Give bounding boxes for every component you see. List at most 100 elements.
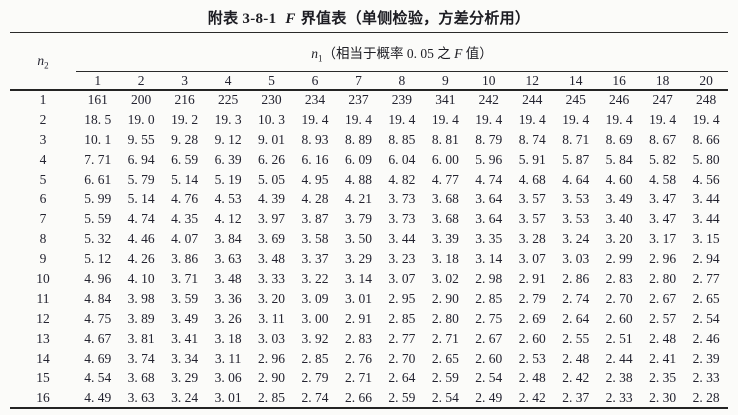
f-value-cell: 245 bbox=[565, 92, 586, 108]
f-value-cell: 246 bbox=[609, 92, 630, 108]
f-value-cell: 2. 85 bbox=[388, 310, 416, 326]
f-value-cell: 2. 67 bbox=[475, 330, 503, 346]
f-value-cell: 6. 59 bbox=[171, 151, 199, 167]
f-value-cell: 3. 48 bbox=[214, 270, 242, 286]
table-row: 2 18. 5 19. 0 19. 2 19. 3 10. 3 19. 4 19. 4 19. … bbox=[10, 110, 728, 130]
f-value-cell: 242 bbox=[478, 92, 499, 108]
title-text: 界值表（单侧检验，方差分析用） bbox=[300, 11, 531, 27]
f-value-cell: 3. 07 bbox=[518, 251, 546, 267]
f-value-cell: 2. 96 bbox=[649, 251, 677, 267]
f-value-cell: 2. 96 bbox=[258, 350, 286, 366]
table-row: 4 7. 71 6. 94 6. 59 6. 39 6. 26 6. 16 6. 09 6. 0… bbox=[10, 150, 728, 170]
column-group-note-post: 值） bbox=[462, 46, 493, 61]
f-value-cell: 5. 12 bbox=[84, 251, 112, 267]
f-value-cell: 2. 85 bbox=[301, 350, 329, 366]
f-value-cell: 2. 75 bbox=[475, 310, 503, 326]
n1-symbol: n bbox=[311, 46, 318, 61]
f-value-cell: 3. 36 bbox=[214, 290, 242, 306]
f-value-cell: 3. 11 bbox=[258, 310, 285, 326]
f-value-cell: 4. 68 bbox=[518, 171, 546, 187]
row-header-n2: 4 bbox=[39, 151, 47, 167]
f-value-cell: 3. 68 bbox=[431, 211, 459, 227]
f-value-cell: 3. 22 bbox=[301, 270, 329, 286]
table-row: 6 5. 99 5. 14 4. 76 4. 53 4. 39 4. 28 4. 21 3. 7… bbox=[10, 189, 728, 209]
f-value-cell: 3. 18 bbox=[431, 251, 459, 267]
f-value-cell: 3. 64 bbox=[475, 191, 503, 207]
f-value-cell: 10. 1 bbox=[84, 131, 112, 147]
f-value-cell: 3. 87 bbox=[301, 211, 329, 227]
f-value-cell: 239 bbox=[391, 92, 413, 108]
f-value-cell: 8. 89 bbox=[344, 131, 372, 147]
f-value-cell: 5. 59 bbox=[84, 211, 112, 227]
f-value-cell: 2. 53 bbox=[518, 350, 546, 366]
f-value-cell: 4. 74 bbox=[475, 171, 503, 187]
f-value-cell: 4. 49 bbox=[84, 389, 112, 405]
f-value-cell: 4. 35 bbox=[171, 211, 199, 227]
f-value-cell: 3. 03 bbox=[562, 251, 590, 267]
row-header-n2: 8 bbox=[39, 231, 47, 247]
f-value-cell: 6. 16 bbox=[301, 151, 329, 167]
f-value-cell: 7. 71 bbox=[84, 151, 112, 167]
f-value-cell: 2. 59 bbox=[388, 389, 416, 405]
f-value-cell: 2. 91 bbox=[344, 310, 372, 326]
f-value-cell: 2. 59 bbox=[431, 370, 459, 386]
f-value-cell: 4. 10 bbox=[127, 270, 155, 286]
f-value-cell: 2. 83 bbox=[344, 330, 372, 346]
f-value-cell: 2. 46 bbox=[692, 330, 720, 346]
f-value-cell: 6. 00 bbox=[431, 151, 459, 167]
f-value-cell: 2. 80 bbox=[649, 270, 677, 286]
table-row: 14 4. 69 3. 74 3. 34 3. 11 2. 96 2. 85 2. 76 2. … bbox=[10, 349, 728, 369]
f-value-cell: 2. 30 bbox=[649, 389, 677, 405]
f-value-cell: 5. 05 bbox=[258, 171, 286, 187]
table-row: 13 4. 67 3. 81 3. 41 3. 18 3. 03 3. 92 2. 83 2. … bbox=[10, 329, 728, 349]
f-value-cell: 19. 4 bbox=[475, 111, 503, 127]
f-value-cell: 4. 21 bbox=[344, 191, 372, 207]
f-value-cell: 4. 53 bbox=[214, 191, 242, 207]
column-header: 5 bbox=[268, 72, 275, 88]
f-value-cell: 3. 03 bbox=[258, 330, 286, 346]
f-value-cell: 4. 96 bbox=[84, 270, 112, 286]
f-value-cell: 3. 29 bbox=[171, 370, 199, 386]
f-value-cell: 4. 69 bbox=[84, 350, 112, 366]
f-value-cell: 4. 07 bbox=[171, 231, 199, 247]
column-header: 16 bbox=[612, 72, 626, 88]
f-value-cell: 4. 46 bbox=[127, 231, 155, 247]
f-value-cell: 3. 14 bbox=[344, 270, 372, 286]
column-header: 14 bbox=[568, 72, 583, 88]
row-header-n2: 15 bbox=[36, 370, 50, 386]
f-value-cell: 248 bbox=[696, 92, 717, 108]
f-value-cell: 3. 35 bbox=[475, 231, 503, 247]
f-value-cell: 6. 94 bbox=[127, 151, 155, 167]
f-value-cell: 19. 2 bbox=[171, 111, 199, 127]
f-value-cell: 3. 58 bbox=[301, 231, 329, 247]
f-value-cell: 19. 4 bbox=[649, 111, 677, 127]
f-value-cell: 3. 53 bbox=[562, 211, 590, 227]
f-value-cell: 3. 92 bbox=[301, 330, 329, 346]
f-value-cell: 9. 28 bbox=[171, 131, 199, 147]
f-value-cell: 3. 09 bbox=[301, 290, 329, 306]
f-value-cell: 2. 95 bbox=[388, 290, 416, 306]
row-header-n2: 10 bbox=[36, 270, 50, 286]
f-value-cell: 2. 79 bbox=[301, 370, 329, 386]
f-value-cell: 19. 3 bbox=[214, 111, 242, 127]
f-value-cell: 2. 48 bbox=[562, 350, 590, 366]
f-value-cell: 2. 42 bbox=[518, 389, 546, 405]
row-header-n2: 2 bbox=[39, 111, 47, 127]
f-value-cell: 161 bbox=[87, 92, 108, 108]
f-value-cell: 3. 44 bbox=[388, 231, 416, 247]
f-value-cell: 3. 68 bbox=[431, 191, 459, 207]
column-header: 2 bbox=[137, 72, 145, 88]
f-value-cell: 19. 4 bbox=[518, 111, 546, 127]
column-header: 7 bbox=[355, 72, 362, 88]
f-value-cell: 234 bbox=[304, 92, 326, 108]
f-value-cell: 3. 64 bbox=[475, 211, 503, 227]
column-header: 1 bbox=[94, 72, 102, 88]
f-value-cell: 3. 20 bbox=[605, 231, 633, 247]
f-value-cell: 19. 4 bbox=[431, 111, 459, 127]
table-row: 5 6. 61 5. 79 5. 14 5. 19 5. 05 4. 95 4. 88 4. 8… bbox=[10, 170, 728, 190]
f-value-cell: 5. 84 bbox=[605, 151, 633, 167]
f-value-cell: 3. 44 bbox=[692, 191, 720, 207]
f-value-cell: 5. 91 bbox=[518, 151, 546, 167]
f-value-cell: 2. 65 bbox=[692, 290, 720, 306]
f-value-cell: 2. 79 bbox=[518, 290, 546, 306]
